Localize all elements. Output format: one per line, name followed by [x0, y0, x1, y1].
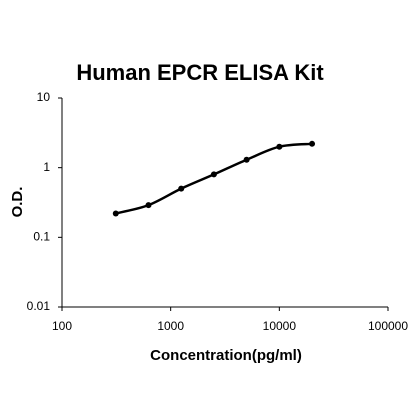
x-tick-label: 10000 [263, 319, 297, 333]
data-point [243, 156, 250, 163]
y-tick-label: 0.01 [27, 299, 51, 313]
y-tick-label: 10 [37, 90, 51, 104]
data-point [309, 140, 316, 147]
data-point [178, 185, 185, 192]
x-tick-label: 1000 [157, 319, 184, 333]
x-tick-label: 100 [52, 319, 72, 333]
y-axis-label: O.D. [9, 187, 26, 218]
data-point [210, 171, 217, 178]
x-axis-label: Concentration(pg/ml) [150, 347, 302, 364]
y-tick-label: 1 [43, 160, 50, 174]
data-point [276, 143, 283, 150]
fit-curve [115, 142, 313, 215]
data-point [112, 210, 119, 217]
y-tick-label: 0.1 [33, 230, 50, 244]
x-tick-label: 100000 [368, 319, 408, 333]
chart-title: Human EPCR ELISA Kit [76, 60, 324, 85]
data-point [145, 202, 152, 209]
